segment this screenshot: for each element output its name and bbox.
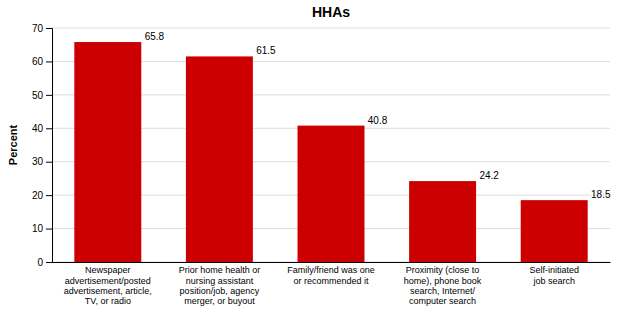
tick-label: 0: [37, 257, 43, 268]
grid-line: [52, 28, 610, 29]
tick: Self-initiatedjob search: [529, 265, 579, 285]
axis-line: [46, 29, 53, 263]
tick-label: 10: [32, 223, 44, 234]
tick-label: 40: [32, 123, 44, 134]
tick-mark: [46, 61, 52, 62]
bars: [74, 42, 587, 262]
title: HHAs: [312, 4, 350, 20]
tick: 10: [32, 223, 52, 234]
x-axis: Newspaperadvertisement/postedadvertiseme…: [53, 263, 611, 307]
tick: 50: [32, 90, 52, 101]
tick: 0: [37, 257, 52, 268]
axis-line: [53, 262, 611, 263]
tick-label: 20: [32, 190, 44, 201]
tick-mark: [46, 229, 52, 230]
bar: [409, 181, 476, 262]
tick-mark: [46, 162, 52, 163]
tick: 30: [32, 156, 52, 167]
tick-mark: [46, 262, 52, 263]
data-labels: 65.8 61.5 40.8 24.2 18.5: [145, 31, 611, 200]
data-label: 18.5: [591, 189, 611, 200]
tick-label: Self-initiatedjob search: [529, 265, 579, 285]
bar: [186, 56, 253, 262]
y-axis-title: Percent: [7, 124, 19, 165]
tick-label: Proximity (close tohome), phone booksear…: [404, 265, 482, 306]
tick: 70: [32, 23, 52, 34]
tick: 60: [32, 56, 52, 67]
data-label: 24.2: [479, 170, 499, 181]
bar: [74, 42, 141, 262]
y-axis: 0 10 20 30 40 50 60 70: [32, 23, 53, 268]
tick: 40: [32, 123, 52, 134]
tick-label: 60: [32, 56, 44, 67]
plot: 0 10 20 30 40 50 60 70 Newspaperadvertisement/po…: [32, 23, 611, 307]
tick: Newspaperadvertisement/postedadvertiseme…: [64, 265, 152, 306]
tick-label: Family/friend was oneor recommended it: [287, 265, 375, 285]
chart: 0 10 20 30 40 50 60 70 Newspaperadvertisement/po…: [0, 0, 625, 326]
tick-label: Prior home health ornursing assistantpos…: [179, 265, 261, 306]
bar: [298, 126, 365, 262]
tick: 20: [32, 190, 52, 201]
grid: [52, 28, 610, 262]
tick-mark: [46, 95, 52, 96]
tick: Proximity (close tohome), phone booksear…: [404, 265, 482, 306]
tick-label: 30: [32, 156, 44, 167]
tick-label: Newspaperadvertisement/postedadvertiseme…: [64, 265, 152, 306]
tick-label: 70: [32, 23, 44, 34]
data-label: 65.8: [145, 31, 165, 42]
tick: Family/friend was oneor recommended it: [287, 265, 375, 285]
tick: Prior home health ornursing assistantpos…: [179, 265, 261, 306]
tick-mark: [46, 195, 52, 196]
data-label: 40.8: [368, 115, 388, 126]
tick-mark: [46, 128, 52, 129]
tick-mark: [46, 28, 52, 29]
bar: [521, 200, 588, 262]
data-label: 61.5: [256, 45, 276, 56]
tick-label: 50: [32, 90, 44, 101]
